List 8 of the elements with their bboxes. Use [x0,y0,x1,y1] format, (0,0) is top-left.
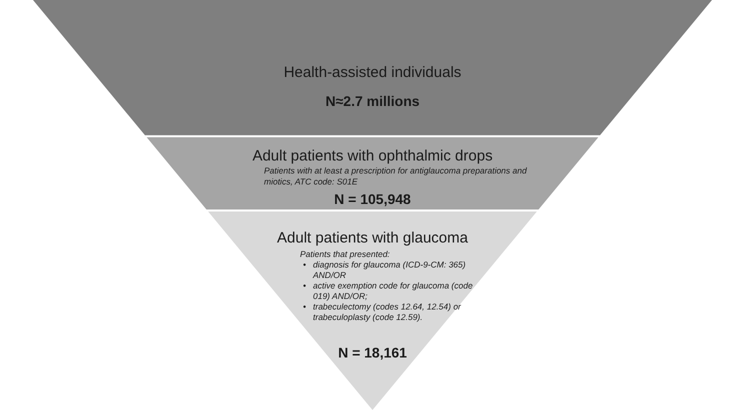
category-label: Adult patients with ophthalmic drops [252,147,493,164]
category-label: Adult patients with glaucoma [277,230,469,247]
data-label: N≈2.7 millions [325,92,420,109]
text: Patients with at least a prescription for antiglaucoma preparations and miotics, ATC code: S01E [264,166,527,187]
data-label: N = 18,161 [338,344,408,360]
category-label: Health-assisted individuals [284,64,462,82]
text: Patients that presented: • diagnosis for glaucoma (ICD-9-CM: 365) AND/OR • active exemption code for glaucoma (code 019) AND/OR; • trabeculectomy (codes 12.64, 12.54) or trabeculoplasty (code 12.59). [300,248,473,322]
data-label: N = 105,948 [334,191,412,208]
